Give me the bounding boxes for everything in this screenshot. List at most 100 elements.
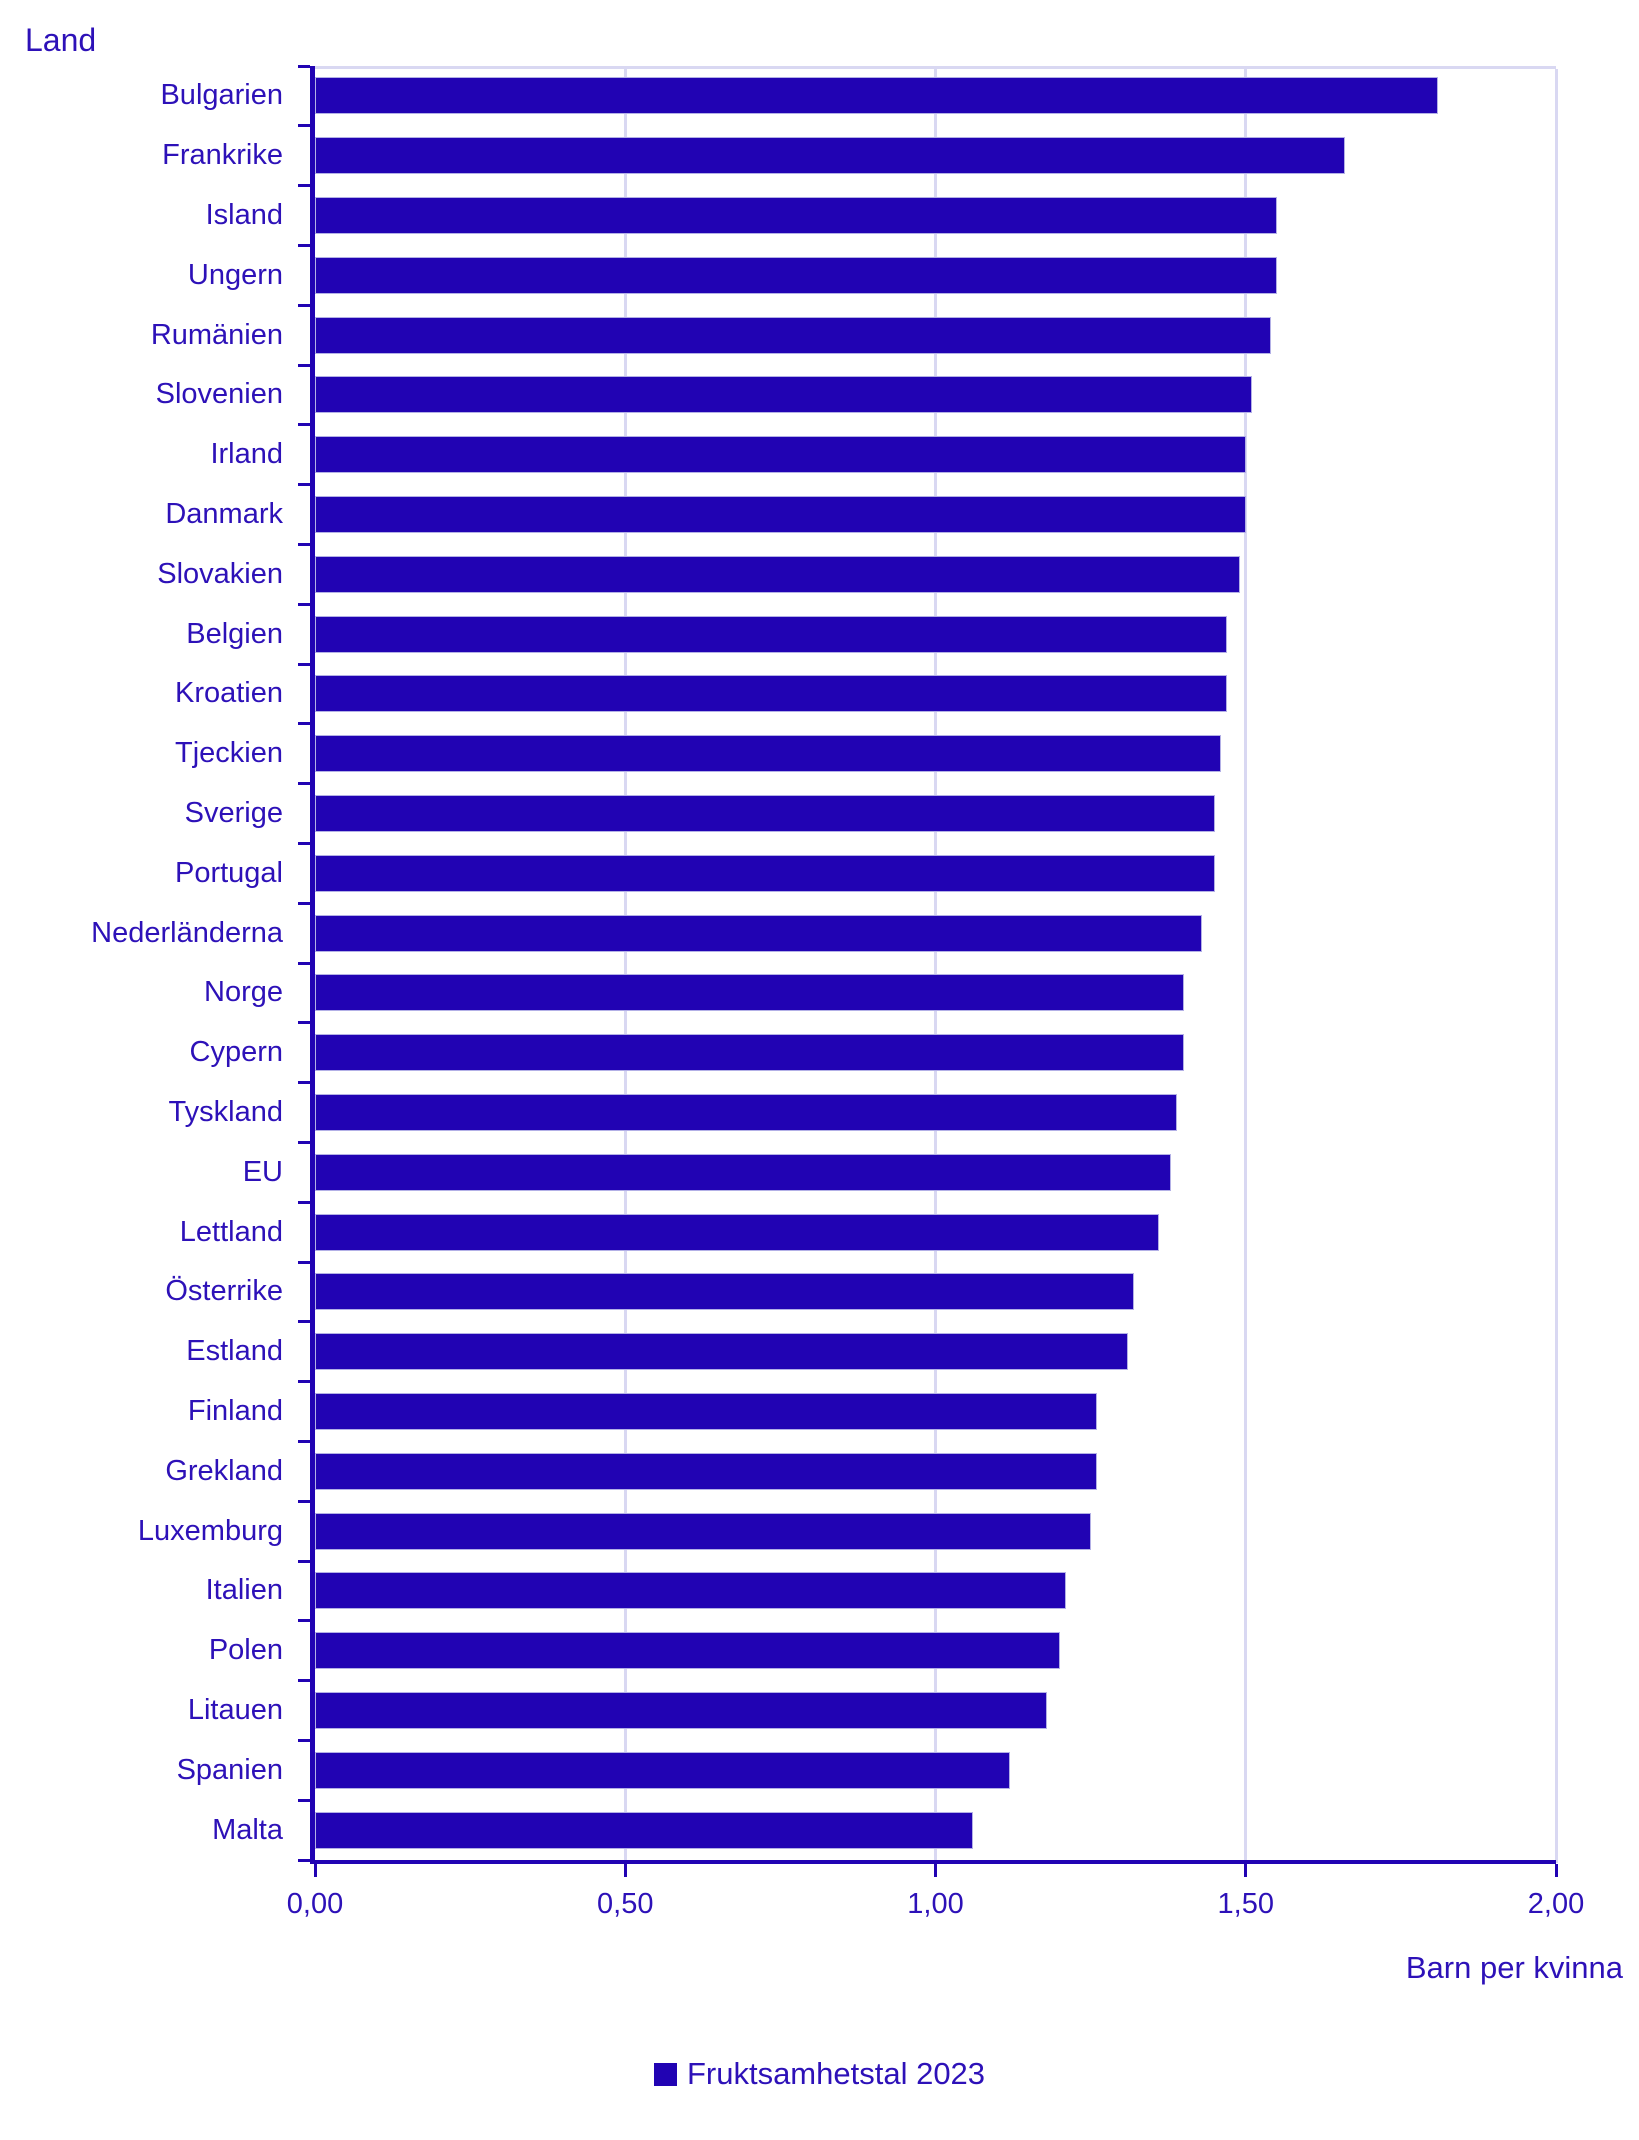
legend: Fruktsamhetstal 2023 <box>0 2056 1639 2092</box>
bar-row: Finland <box>0 1382 1556 1442</box>
bar <box>315 555 1240 593</box>
y-axis-title: Land <box>25 22 97 58</box>
bar <box>315 256 1277 294</box>
legend-label: Fruktsamhetstal 2023 <box>686 2056 986 2091</box>
y-axis-tick <box>298 1619 310 1623</box>
bar <box>315 1811 973 1849</box>
bar-row: Ungern <box>0 245 1556 305</box>
y-axis-tick <box>298 483 310 487</box>
bar-row: Grekland <box>0 1441 1556 1501</box>
y-axis-tick <box>298 901 310 905</box>
category-label: Grekland <box>165 1454 283 1487</box>
bar <box>315 316 1271 354</box>
y-axis-tick <box>298 1559 310 1563</box>
bar <box>315 1691 1048 1729</box>
gridline <box>623 69 627 1863</box>
y-axis-line <box>310 66 315 1864</box>
bar-row: Tyskland <box>0 1083 1556 1143</box>
category-label: Litauen <box>187 1693 283 1726</box>
y-axis-tick <box>298 1858 310 1862</box>
bar-row: Estland <box>0 1322 1556 1382</box>
bar-track <box>315 1561 1556 1621</box>
bar-track <box>315 1142 1556 1202</box>
x-axis-tick <box>1244 1864 1248 1877</box>
category-label: Norge <box>204 976 283 1009</box>
y-axis-tick <box>298 1081 310 1085</box>
legend-swatch <box>653 2062 677 2086</box>
bar-row: Rumänien <box>0 305 1556 365</box>
bar-track <box>315 1023 1556 1083</box>
y-axis-tick <box>298 1499 310 1503</box>
bar-row: Lettland <box>0 1202 1556 1262</box>
bar <box>315 436 1246 474</box>
bar <box>315 974 1184 1012</box>
category-label: Frankrike <box>162 139 283 172</box>
bar-row: Portugal <box>0 843 1556 903</box>
category-label: Bulgarien <box>160 79 283 112</box>
y-axis-tick <box>298 1320 310 1324</box>
bar-track <box>315 1262 1556 1322</box>
bar <box>315 1512 1091 1550</box>
y-axis-tick <box>298 303 310 307</box>
category-label: Kroatien <box>174 677 283 710</box>
bar <box>315 1452 1097 1490</box>
category-label: Spanien <box>176 1753 283 1786</box>
bar-track <box>315 305 1556 365</box>
x-axis-tick-label: 0,50 <box>597 1888 654 1920</box>
category-label: Tyskland <box>168 1095 283 1128</box>
category-label: Österrike <box>165 1275 283 1308</box>
category-label: Sverige <box>184 796 283 829</box>
bar-row: Tjeckien <box>0 724 1556 784</box>
category-label: Island <box>205 198 283 231</box>
bar <box>315 615 1228 653</box>
bar-row: Frankrike <box>0 126 1556 186</box>
bar-row: Österrike <box>0 1262 1556 1322</box>
x-axis-tick <box>313 1864 317 1877</box>
y-axis-tick <box>298 243 310 247</box>
y-axis-tick <box>298 542 310 546</box>
category-label: Rumänien <box>150 318 283 351</box>
bar-row: Sverige <box>0 784 1556 844</box>
bar-track <box>315 843 1556 903</box>
bar-track <box>315 604 1556 664</box>
bar-track <box>315 126 1556 186</box>
category-label: Lettland <box>179 1215 283 1248</box>
bar-track <box>315 1681 1556 1741</box>
gridline <box>934 69 937 1863</box>
y-axis-tick <box>298 662 310 666</box>
bar <box>315 1632 1060 1670</box>
y-axis-tick <box>298 1200 310 1204</box>
y-axis-tick <box>298 184 310 188</box>
bar-row: Cypern <box>0 1023 1556 1083</box>
plot-area <box>315 66 1558 1863</box>
bar <box>315 1153 1172 1191</box>
bar-row: Polen <box>0 1621 1556 1681</box>
bar-track <box>315 485 1556 545</box>
gridline <box>1244 69 1248 1863</box>
category-label: Polen <box>208 1634 283 1667</box>
y-axis-tick <box>298 1439 310 1443</box>
category-label: Slovakien <box>157 557 283 590</box>
bar-track <box>315 1382 1556 1442</box>
bar <box>315 1034 1184 1072</box>
category-label: Cypern <box>189 1036 284 1069</box>
bar-track <box>315 66 1556 126</box>
category-label: Belgien <box>186 617 283 650</box>
x-axis-tick-label: 1,50 <box>1217 1888 1274 1920</box>
bar-track <box>315 425 1556 485</box>
y-axis-tick <box>298 1260 310 1264</box>
bar <box>315 376 1252 414</box>
bar-track <box>315 1800 1556 1860</box>
bar-track <box>315 245 1556 305</box>
category-label: Luxemburg <box>137 1514 283 1547</box>
bar <box>315 854 1215 892</box>
y-axis-tick <box>298 1021 310 1025</box>
y-axis-tick <box>298 841 310 845</box>
x-axis-tick <box>934 1864 937 1877</box>
bar-row: Spanien <box>0 1740 1556 1800</box>
bar-row: Italien <box>0 1561 1556 1621</box>
bar <box>315 1572 1066 1610</box>
y-axis-tick <box>298 363 310 367</box>
bar-track <box>315 1202 1556 1262</box>
